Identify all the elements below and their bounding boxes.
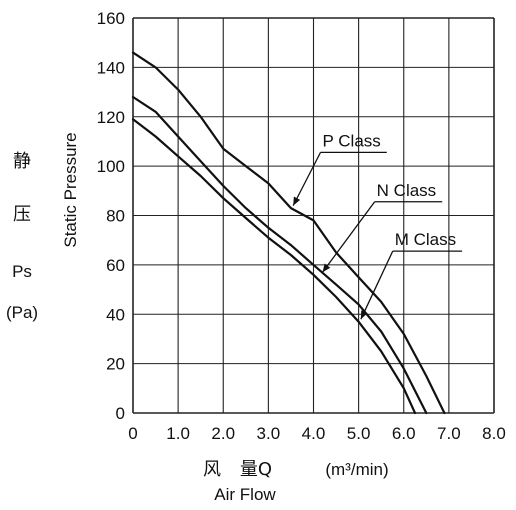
series-line-n-class [131, 95, 428, 415]
annotation-arrowhead [322, 263, 331, 273]
y-tick-label: 20 [106, 355, 125, 374]
y-axis-title: Static Pressure [61, 132, 80, 247]
y-tick-label: 40 [106, 305, 125, 324]
x-tick-label: 4.0 [302, 424, 326, 443]
x-tick-label: 0 [128, 424, 137, 443]
x-tick-label: 8.0 [482, 424, 506, 443]
x-tick-label: 1.0 [166, 424, 190, 443]
annotation-leader-line [322, 201, 376, 273]
x-label-unit: (m³/min) [325, 460, 388, 479]
annotation-leader-line [360, 250, 394, 320]
x-axis-title: Air Flow [214, 485, 276, 504]
x-tick-label: 3.0 [257, 424, 281, 443]
curves [131, 51, 446, 415]
annotation-arrowhead [360, 310, 368, 320]
y-tick-label: 120 [97, 108, 125, 127]
annotation-label: P Class [323, 131, 381, 150]
y-tick-label: 0 [116, 404, 125, 423]
y-tick-label: 160 [97, 9, 125, 28]
x-tick-labels: 0 1.0 2.0 3.0 4.0 5.0 6.0 7.0 8.0 [128, 424, 506, 443]
x-tick-label: 6.0 [392, 424, 416, 443]
y-label-unit: (Pa) [6, 303, 38, 322]
series-line-m-class [131, 118, 417, 415]
series-line-p-class [131, 51, 446, 415]
annotations: P Class N Class M Class [292, 131, 463, 320]
y-tick-labels: 0 20 40 60 80 100 120 140 160 [97, 9, 125, 423]
x-tick-label: 7.0 [437, 424, 461, 443]
annotation-leader-line [292, 152, 322, 206]
y-tick-label: 140 [97, 58, 125, 77]
grid [132, 17, 495, 414]
y-label-cn-1: 静 [13, 151, 31, 172]
annotation-label: M Class [395, 230, 456, 249]
y-label-cn-2: 压 [13, 204, 31, 225]
annotation-label: N Class [377, 181, 437, 200]
x-tick-label: 2.0 [211, 424, 235, 443]
y-tick-label: 100 [97, 157, 125, 176]
x-tick-label: 5.0 [347, 424, 371, 443]
y-tick-label: 80 [106, 207, 125, 226]
annotation-arrowhead [293, 196, 301, 206]
x-label-cn-1: 风 [203, 459, 221, 480]
y-tick-label: 60 [106, 256, 125, 275]
x-label-cn-2: 量Q [240, 459, 272, 480]
y-label-symbol: Ps [12, 262, 32, 281]
